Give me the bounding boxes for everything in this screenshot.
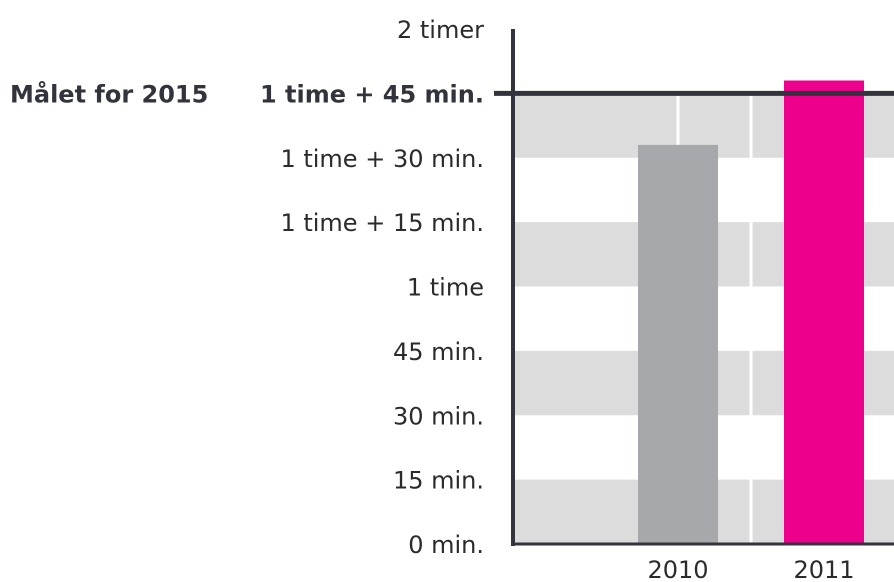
y-tick-labels: 0 min. 15 min. 30 min. 45 min. 1 time 1 time …	[260, 16, 484, 559]
x-tick-label: 2011	[793, 556, 854, 582]
y-tick-label: 2 timer	[397, 16, 484, 44]
y-tick-label: 1 time + 30 min.	[280, 145, 484, 173]
bar-2011	[784, 80, 864, 544]
y-tick-label: 1 time	[407, 274, 484, 302]
bars	[638, 80, 864, 544]
y-tick-label: 1 time + 45 min.	[260, 80, 484, 108]
y-tick-label: 1 time + 15 min.	[280, 209, 484, 237]
target-label: Målet for 2015	[10, 79, 208, 108]
y-tick-label: 45 min.	[393, 338, 484, 366]
bar-2010	[638, 144, 718, 544]
target-line-group: Målet for 2015	[10, 79, 894, 108]
y-tick-label: 0 min.	[408, 531, 484, 559]
x-tick-label: 2010	[647, 556, 708, 582]
y-tick-label: 15 min.	[393, 467, 484, 495]
y-tick-label: 30 min.	[393, 402, 484, 430]
x-tick-labels: 2010 2011	[647, 556, 854, 582]
axes	[511, 29, 894, 546]
